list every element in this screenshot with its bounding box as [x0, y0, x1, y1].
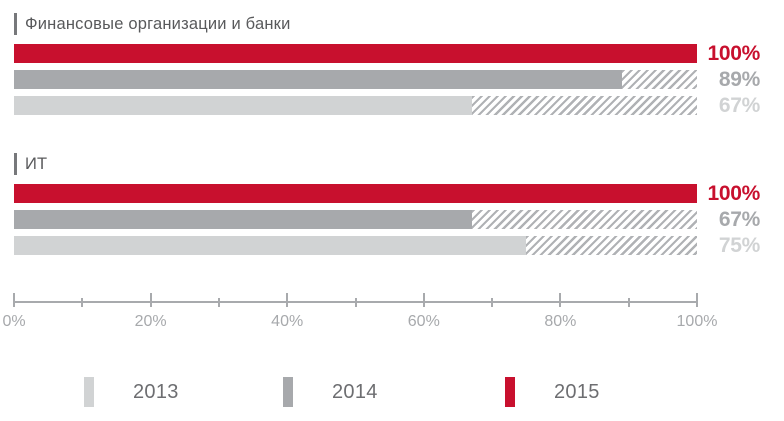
legend-label: 2014 — [332, 380, 378, 403]
bar-track — [14, 210, 697, 229]
x-axis-tick-label: 60% — [407, 313, 440, 330]
bar-fill-2014 — [14, 210, 472, 229]
bar-row-2013: 75% — [14, 234, 760, 257]
group-rows: 100% 89% 67% — [14, 42, 760, 117]
group-title: Финансовые организации и банки — [25, 14, 291, 33]
bar-value-label: 100% — [707, 182, 760, 205]
bar-row-2014: 89% — [14, 68, 760, 91]
bar-remainder-hatch — [471, 210, 697, 229]
group-rows: 100% 67% 75% — [14, 182, 760, 257]
x-axis-minor-tick — [491, 298, 494, 307]
bar-remainder-hatch — [526, 236, 697, 255]
group-header: ИТ — [14, 152, 760, 176]
x-axis: 0% 20% 40% 60% 80% 100% — [2, 293, 717, 338]
legend: 2013 2014 2015 — [0, 377, 784, 407]
x-axis-minor-tick — [217, 298, 220, 307]
legend-item-2014: 2014 — [283, 377, 378, 407]
x-axis-major-tick — [286, 293, 289, 307]
bar-row-2015: 100% — [14, 42, 760, 65]
legend-item-2013: 2013 — [84, 377, 179, 407]
group-header: Финансовые организации и банки — [14, 12, 760, 36]
x-axis-major-tick — [422, 293, 425, 307]
x-axis-minor-tick — [627, 298, 630, 307]
x-axis-major-tick — [559, 293, 562, 307]
legend-swatch-2013 — [84, 377, 94, 407]
x-axis-major-tick — [13, 293, 15, 307]
legend-swatch-2014 — [283, 377, 293, 407]
bar-row-2015: 100% — [14, 182, 760, 205]
bar-track — [14, 44, 697, 63]
bar-value-label: 100% — [707, 42, 760, 65]
bar-fill-2015 — [14, 44, 697, 63]
group-title: ИТ — [25, 154, 48, 173]
bar-value-label: 67% — [718, 94, 760, 117]
legend-label: 2013 — [133, 380, 179, 403]
x-axis-tick-label: 40% — [271, 313, 304, 330]
bar-fill-2013 — [14, 96, 472, 115]
x-axis-tick-label: 100% — [676, 313, 718, 330]
bar-track — [14, 184, 697, 203]
bar-value-label: 67% — [718, 208, 760, 231]
legend-item-2015: 2015 — [505, 377, 600, 407]
bar-row-2013: 67% — [14, 94, 760, 117]
bar-remainder-hatch — [621, 70, 697, 89]
x-axis-tick-label: 0% — [2, 313, 26, 330]
bar-fill-2015 — [14, 184, 697, 203]
x-axis-minor-tick — [81, 298, 84, 307]
x-axis-major-tick — [696, 293, 698, 307]
x-axis-tick-label: 80% — [544, 313, 577, 330]
group-marker-bar — [14, 153, 17, 175]
bar-track — [14, 236, 697, 255]
bar-value-label: 89% — [718, 68, 760, 91]
bar-row-2014: 67% — [14, 208, 760, 231]
bar-fill-2013 — [14, 236, 527, 255]
legend-swatch-2015 — [505, 377, 515, 407]
x-axis-minor-tick — [354, 298, 357, 307]
group-marker-bar — [14, 13, 17, 35]
bar-group-1: ИТ 100% 67% 75% — [14, 152, 760, 257]
legend-label: 2015 — [554, 380, 600, 403]
bar-group-0: Финансовые организации и банки 100% 89% 67% — [14, 12, 760, 117]
bar-remainder-hatch — [471, 96, 697, 115]
x-axis-tick-label: 20% — [134, 313, 167, 330]
bar-value-label: 75% — [718, 234, 760, 257]
bar-track — [14, 96, 697, 115]
x-axis-major-tick — [149, 293, 152, 307]
bar-fill-2014 — [14, 70, 622, 89]
bar-track — [14, 70, 697, 89]
